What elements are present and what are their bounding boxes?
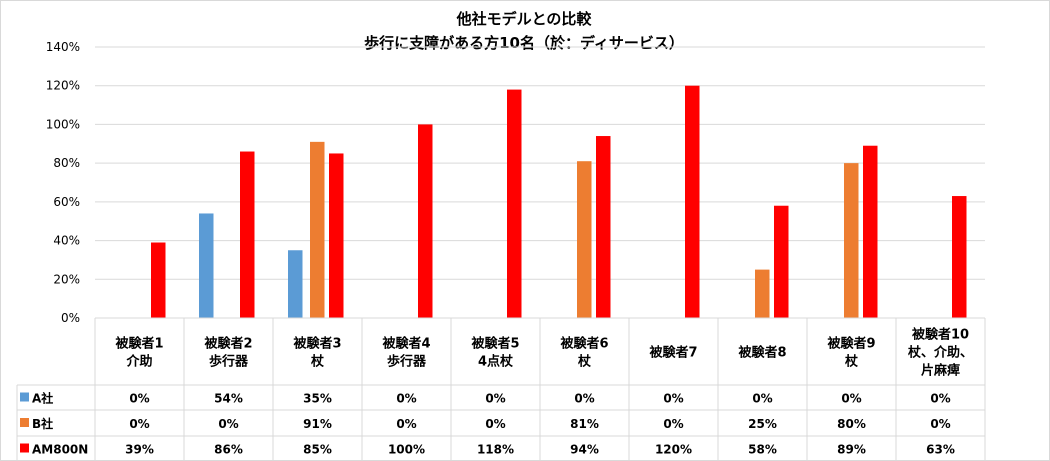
category-label: 杖 <box>311 354 325 370</box>
table-cell: 63% <box>926 443 955 457</box>
table-cell: 25% <box>748 417 777 431</box>
table-cell: 91% <box>303 417 332 431</box>
table-cell: 39% <box>125 443 154 457</box>
table-cell: 0% <box>663 417 683 431</box>
bar-A社 <box>288 250 303 318</box>
table-cell: 35% <box>303 392 332 406</box>
legend-key-AM800N <box>20 443 29 453</box>
legend-key-B社 <box>20 418 29 427</box>
category-label: 杖 <box>578 354 592 370</box>
table-cell: 0% <box>752 392 772 406</box>
bar-B社 <box>844 163 859 318</box>
category-label: 歩行器 <box>209 354 249 370</box>
table-cell: 0% <box>574 392 594 406</box>
table-cell: 81% <box>570 417 599 431</box>
table-cell: 0% <box>841 392 861 406</box>
table-cell: 0% <box>930 417 950 431</box>
y-tick-label: 140% <box>46 40 80 54</box>
category-label: 被験者10 <box>911 327 969 343</box>
bar-AM800N <box>774 205 789 318</box>
y-tick-label: 0% <box>61 311 80 325</box>
table-cell: 0% <box>129 417 149 431</box>
legend-label: B社 <box>32 416 53 431</box>
category-label: 被験者8 <box>737 345 786 361</box>
table-cell: 80% <box>837 417 866 431</box>
chart-title-line2: 歩行に支障がある方10名（於：ディサービス） <box>364 34 684 52</box>
category-label: 被験者2 <box>203 336 252 352</box>
legend-key-A社 <box>20 392 29 402</box>
category-label: 歩行器 <box>387 354 427 370</box>
table-cell: 0% <box>218 417 238 431</box>
y-tick-label: 80% <box>53 156 80 170</box>
y-tick-label: 60% <box>53 195 80 209</box>
legend-label: AM800N <box>32 443 88 457</box>
bar-AM800N <box>240 151 255 318</box>
bar-AM800N <box>507 89 522 318</box>
category-label: 4点杖 <box>478 354 514 370</box>
bar-AM800N <box>418 124 433 318</box>
bar-AM800N <box>151 242 166 318</box>
bar-B社 <box>755 269 770 318</box>
table-cell: 118% <box>477 443 514 457</box>
category-label: 片麻痺 <box>921 363 960 379</box>
bar-AM800N <box>952 196 967 318</box>
table-cell: 0% <box>930 392 950 406</box>
table-cell: 89% <box>837 443 866 457</box>
table-cell: 85% <box>303 443 332 457</box>
chart-title-line1: 他社モデルとの比較 <box>456 10 593 28</box>
category-label: 被験者1 <box>114 336 163 352</box>
table-cell: 0% <box>663 392 683 406</box>
category-label: 杖 <box>845 354 859 370</box>
table-cell: 54% <box>214 392 243 406</box>
table-cell: 86% <box>214 443 243 457</box>
table-cell: 0% <box>396 417 416 431</box>
category-label: 被験者9 <box>826 336 875 352</box>
table-cell: 120% <box>655 443 692 457</box>
bar-B社 <box>310 141 325 318</box>
bar-A社 <box>199 213 214 318</box>
table-cell: 58% <box>748 443 777 457</box>
table-cell: 0% <box>396 392 416 406</box>
y-tick-label: 20% <box>53 272 80 286</box>
table-cell: 0% <box>129 392 149 406</box>
bar-AM800N <box>863 145 878 318</box>
bar-AM800N <box>596 136 611 318</box>
legend-label: A社 <box>32 391 53 406</box>
category-label: 介助 <box>125 354 152 370</box>
bar-AM800N <box>329 153 344 318</box>
table-cell: 0% <box>485 417 505 431</box>
category-label: 被験者6 <box>559 336 608 352</box>
category-label: 被験者3 <box>292 336 341 352</box>
bar-B社 <box>577 161 592 318</box>
y-tick-label: 100% <box>46 117 80 131</box>
table-cell: 0% <box>485 392 505 406</box>
y-tick-label: 120% <box>46 79 80 93</box>
bar-AM800N <box>685 85 700 318</box>
category-label: 被験者4 <box>381 336 430 352</box>
table-cell: 100% <box>388 443 425 457</box>
category-label: 杖、介助、 <box>908 345 973 361</box>
category-label: 被験者5 <box>470 336 519 352</box>
table-cell: 94% <box>570 443 599 457</box>
category-label: 被験者7 <box>648 345 697 361</box>
y-tick-label: 40% <box>53 234 80 248</box>
